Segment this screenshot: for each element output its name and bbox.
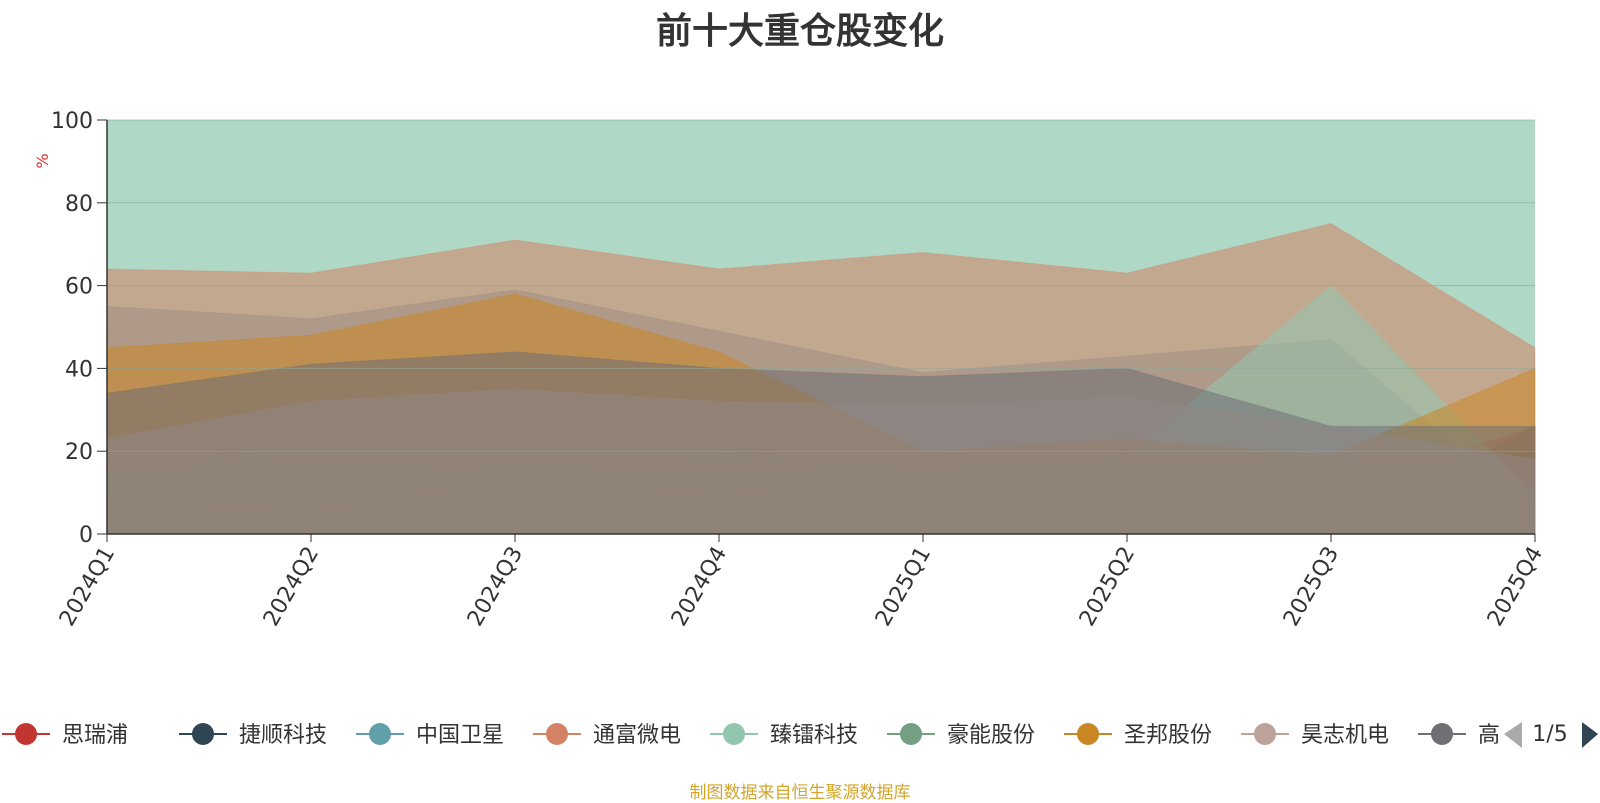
y-tick-label: 0 xyxy=(79,523,93,548)
grid-lines xyxy=(97,119,1535,535)
x-tick-label: 2024Q4 xyxy=(667,543,732,631)
legend-item[interactable]: 思瑞浦 xyxy=(2,723,128,748)
y-tick-label: 100 xyxy=(51,109,93,134)
y-tick-label: 80 xyxy=(65,192,93,217)
legend-item[interactable]: 臻镭科技 xyxy=(710,723,858,748)
legend-item[interactable]: 圣邦股份 xyxy=(1064,723,1212,748)
series-areas xyxy=(106,222,1536,535)
legend-label: 臻镭科技 xyxy=(770,723,858,748)
x-tick-label: 2024Q3 xyxy=(463,543,528,631)
legend-marker-icon xyxy=(900,723,922,745)
legend-pager[interactable]: 1/5 xyxy=(1504,722,1598,748)
axes xyxy=(106,120,1536,542)
x-tick-label: 2024Q2 xyxy=(259,543,324,631)
legend-label: 昊志机电 xyxy=(1301,723,1389,748)
x-tick-label: 2025Q1 xyxy=(871,543,936,631)
legend-page-indicator: 1/5 xyxy=(1532,722,1567,747)
series-area-8[interactable] xyxy=(106,351,1536,535)
legend-marker-icon xyxy=(192,723,214,745)
legend-marker-icon xyxy=(15,723,37,745)
legend-marker-icon xyxy=(723,723,745,745)
legend-item[interactable]: 昊志机电 xyxy=(1241,723,1389,748)
legend-label: 捷顺科技 xyxy=(239,723,327,748)
legend[interactable]: 思瑞浦 捷顺科技 中国卫星 通富微电 臻镭科技 豪能股份 圣邦股份 昊志机电 高 xyxy=(2,723,1500,748)
legend-label: 豪能股份 xyxy=(947,723,1035,748)
legend-label: 通富微电 xyxy=(593,723,681,748)
y-tick-label: 40 xyxy=(65,357,93,382)
legend-item[interactable]: 通富微电 xyxy=(533,723,681,748)
x-tick-label: 2025Q4 xyxy=(1483,543,1548,631)
legend-label: 高 xyxy=(1478,723,1500,748)
legend-marker-icon xyxy=(1254,723,1276,745)
legend-item[interactable]: 中国卫星 xyxy=(356,723,504,748)
y-tick-label: 20 xyxy=(65,440,93,465)
x-tick-labels: 2024Q1 2024Q2 2024Q3 2024Q4 2025Q1 2025Q2 2025… xyxy=(55,543,1548,631)
legend-label: 圣邦股份 xyxy=(1124,723,1212,748)
legend-marker-icon xyxy=(1077,723,1099,745)
y-tick-label: 60 xyxy=(65,275,93,300)
legend-item[interactable]: 捷顺科技 xyxy=(179,723,327,748)
legend-marker-icon xyxy=(369,723,391,745)
x-tick-label: 2025Q2 xyxy=(1075,543,1140,631)
legend-marker-icon xyxy=(546,723,568,745)
chart-title: 前十大重仓股变化 xyxy=(655,11,944,52)
data-source-note: 制图数据来自恒生聚源数据库 xyxy=(689,783,911,803)
legend-label: 思瑞浦 xyxy=(62,723,128,748)
legend-label: 中国卫星 xyxy=(416,723,504,748)
legend-next-arrow-icon[interactable] xyxy=(1582,722,1598,748)
legend-marker-icon xyxy=(1431,723,1453,745)
legend-item[interactable]: 豪能股份 xyxy=(887,723,1035,748)
y-tick-labels: 0 20 40 60 80 100 xyxy=(51,109,93,548)
x-tick-label: 2024Q1 xyxy=(55,543,120,631)
legend-item[interactable]: 高 xyxy=(1418,723,1500,748)
x-tick-label: 2025Q3 xyxy=(1279,543,1344,631)
y-axis-label: % xyxy=(33,153,52,168)
legend-prev-arrow-icon[interactable] xyxy=(1504,722,1522,748)
